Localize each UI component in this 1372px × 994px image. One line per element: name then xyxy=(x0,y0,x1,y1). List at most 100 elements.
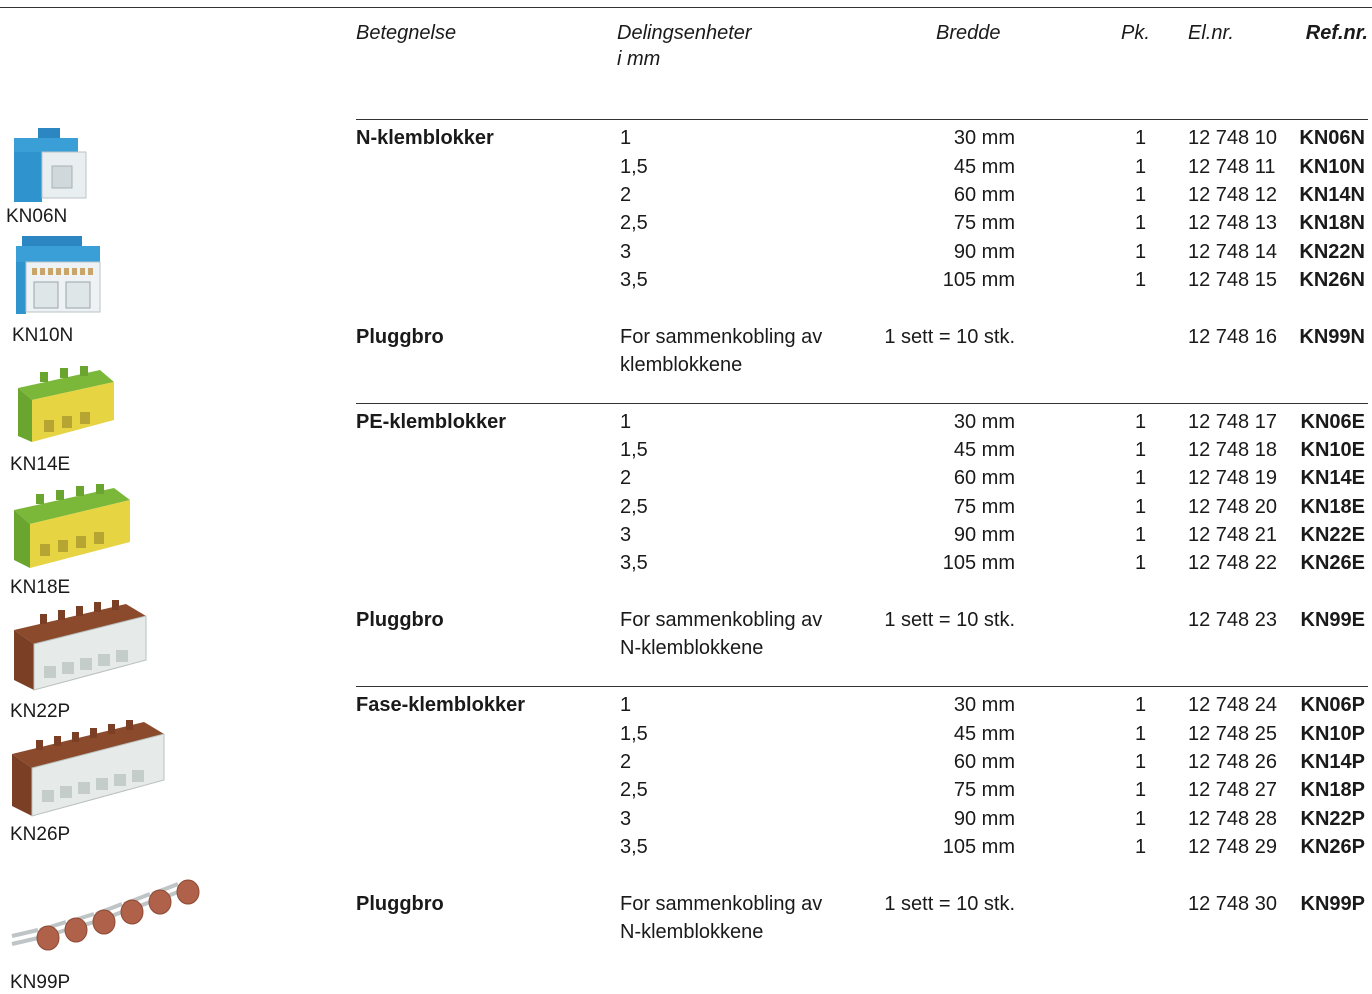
cell-elnr: 12 748 27 xyxy=(1188,779,1277,801)
cell-bredde: 60 mm xyxy=(953,751,1015,773)
cell-bredde: 60 mm xyxy=(953,184,1015,206)
cell-refnr: KN18E xyxy=(1300,496,1365,518)
bridge-desc-line2: N-klemblokkene xyxy=(620,921,764,943)
cell-bredde: 75 mm xyxy=(953,496,1015,518)
cell-elnr: 12 748 17 xyxy=(1188,411,1277,433)
cell-refnr: KN26P xyxy=(1300,836,1365,858)
cell-refnr: KN10N xyxy=(1299,156,1365,178)
cell-elnr: 12 748 18 xyxy=(1188,439,1277,461)
cell-elnr: 12 748 29 xyxy=(1188,836,1277,858)
cell-pk: 1 xyxy=(1135,127,1147,149)
cell-pk: 1 xyxy=(1135,467,1147,489)
product-image-kn18e xyxy=(14,484,130,568)
cell-bredde: 45 mm xyxy=(953,439,1015,461)
cell-pk: 1 xyxy=(1135,411,1147,433)
cell-refnr: KN14N xyxy=(1299,184,1365,206)
bridge-name: Pluggbro xyxy=(356,893,444,915)
cell-refnr: KN26N xyxy=(1299,269,1365,291)
cell-pk: 1 xyxy=(1135,694,1147,716)
cell-refnr: KN10E xyxy=(1300,439,1365,461)
cell-pk: 1 xyxy=(1135,524,1147,546)
bridge-desc-line2: klemblokkene xyxy=(620,354,743,376)
cell-refnr: KN99P xyxy=(1300,893,1365,915)
cell-pk: 1 xyxy=(1135,723,1147,745)
cell-delingsenheter: 1 xyxy=(620,127,632,149)
cell-pk: 1 xyxy=(1135,439,1147,461)
product-label: KN26P xyxy=(10,824,71,845)
cell-elnr: 12 748 23 xyxy=(1188,609,1277,631)
cell-elnr: 12 748 30 xyxy=(1188,893,1277,915)
cell-pk: 1 xyxy=(1135,779,1147,801)
cell-pk: 1 xyxy=(1135,751,1147,773)
cell-elnr: 12 748 25 xyxy=(1188,723,1277,745)
product-image-kn10n xyxy=(16,236,101,314)
cell-delingsenheter: 2 xyxy=(620,184,632,206)
product-label: KN99P xyxy=(10,972,71,993)
cell-refnr: KN10P xyxy=(1300,723,1365,745)
cell-refnr: KN99N xyxy=(1299,326,1365,348)
cell-refnr: KN26E xyxy=(1300,552,1365,574)
cell-delingsenheter: 1 xyxy=(620,411,632,433)
cell-bredde: 105 mm xyxy=(942,552,1015,574)
cell-refnr: KN22E xyxy=(1300,524,1365,546)
cell-refnr: KN14P xyxy=(1300,751,1365,773)
cell-elnr: 12 748 20 xyxy=(1188,496,1277,518)
cell-delingsenheter: 1 xyxy=(620,694,632,716)
header-betegnelse: Betegnelse xyxy=(356,22,457,44)
cell-bredde: 90 mm xyxy=(953,524,1015,546)
cell-bredde: 75 mm xyxy=(953,212,1015,234)
cell-delingsenheter: 3,5 xyxy=(620,836,648,858)
cell-refnr: KN22N xyxy=(1299,241,1365,263)
cell-pk: 1 xyxy=(1135,184,1147,206)
cell-bredde: 90 mm xyxy=(953,808,1015,830)
cell-elnr: 12 748 11 xyxy=(1188,156,1276,178)
bridge-qty: 1 sett = 10 stk. xyxy=(884,609,1015,631)
section-title: PE-klemblokker xyxy=(356,411,507,433)
header-pk: Pk. xyxy=(1121,22,1150,44)
header-elnr: El.nr. xyxy=(1188,22,1234,44)
cell-elnr: 12 748 22 xyxy=(1188,552,1277,574)
cell-bredde: 30 mm xyxy=(953,127,1015,149)
cell-pk: 1 xyxy=(1135,496,1147,518)
product-label: KN22P xyxy=(10,701,71,722)
product-label: KN14E xyxy=(10,454,71,475)
cell-bredde: 90 mm xyxy=(953,241,1015,263)
product-image-kn99p xyxy=(11,879,200,951)
bridge-name: Pluggbro xyxy=(356,609,444,631)
cell-delingsenheter: 2 xyxy=(620,751,632,773)
cell-bredde: 45 mm xyxy=(953,156,1015,178)
cell-pk: 1 xyxy=(1135,552,1147,574)
cell-delingsenheter: 1,5 xyxy=(620,723,648,745)
cell-delingsenheter: 2,5 xyxy=(620,496,648,518)
cell-delingsenheter: 3,5 xyxy=(620,269,648,291)
cell-elnr: 12 748 21 xyxy=(1188,524,1277,546)
cell-elnr: 12 748 12 xyxy=(1188,184,1277,206)
cell-delingsenheter: 3 xyxy=(620,241,632,263)
cell-delingsenheter: 1,5 xyxy=(620,439,648,461)
cell-refnr: KN22P xyxy=(1300,808,1365,830)
cell-delingsenheter: 3 xyxy=(620,524,632,546)
product-image-kn14e xyxy=(18,366,114,442)
cell-pk: 1 xyxy=(1135,808,1147,830)
bridge-desc-line2: N-klemblokkene xyxy=(620,637,764,659)
cell-delingsenheter: 3 xyxy=(620,808,632,830)
cell-pk: 1 xyxy=(1135,212,1147,234)
cell-refnr: KN18N xyxy=(1299,212,1365,234)
section-rule xyxy=(356,403,1368,404)
bridge-desc: For sammenkobling av xyxy=(620,893,823,915)
cell-elnr: 12 748 14 xyxy=(1188,241,1277,263)
cell-delingsenheter: 2 xyxy=(620,467,632,489)
cell-refnr: KN06P xyxy=(1300,694,1365,716)
product-label: KN18E xyxy=(10,577,71,598)
section-rule xyxy=(356,119,1368,120)
cell-delingsenheter: 3,5 xyxy=(620,552,648,574)
cell-elnr: 12 748 13 xyxy=(1188,212,1277,234)
cell-refnr: KN18P xyxy=(1300,779,1365,801)
cell-refnr: KN14E xyxy=(1300,467,1365,489)
cell-bredde: 105 mm xyxy=(942,836,1015,858)
header-refnr: Ref.nr. xyxy=(1305,22,1368,44)
cell-bredde: 30 mm xyxy=(953,694,1015,716)
cell-pk: 1 xyxy=(1135,269,1147,291)
product-image-kn06n xyxy=(14,128,87,202)
header-delingsenheter: Delingsenheter i mm xyxy=(617,20,752,72)
